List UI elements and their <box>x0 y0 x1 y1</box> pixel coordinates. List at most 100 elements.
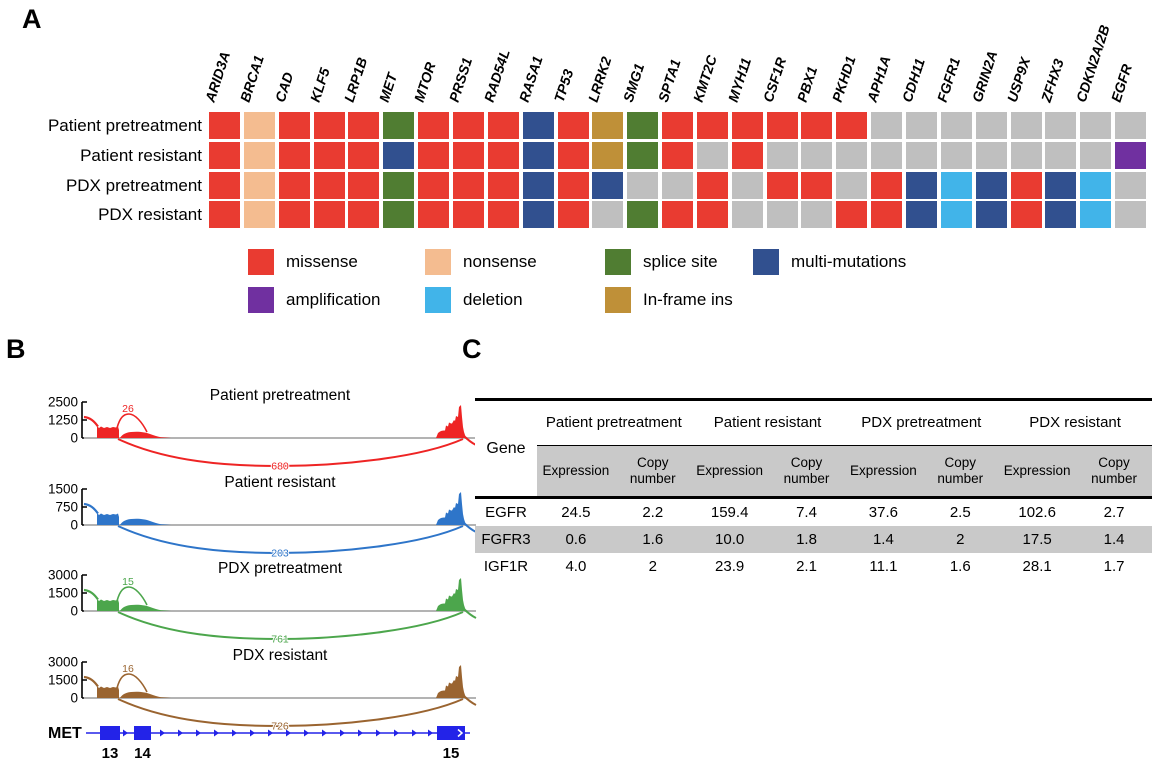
oncoprint-cell <box>348 172 379 199</box>
oncoprint-cell <box>732 112 763 139</box>
oncoprint-cell <box>1115 142 1146 169</box>
gene-column-label: PRSS1 <box>445 55 476 104</box>
oncoprint-cell <box>627 112 658 139</box>
strand-arrow-icon <box>196 729 201 737</box>
gene-column-label: CDH11 <box>898 56 928 104</box>
oncoprint-cell <box>383 201 414 228</box>
gene-column-label: MTOR <box>410 60 439 104</box>
oncoprint-cell <box>941 112 972 139</box>
oncoprint-cell <box>209 172 240 199</box>
oncoprint-cell <box>244 112 275 139</box>
sashimi-plot: 1500 750 0 Patient resistant 203 <box>48 474 477 561</box>
oncoprint-cell <box>1045 201 1076 228</box>
oncoprint-cell <box>976 172 1007 199</box>
panel-b-label: B <box>6 334 26 364</box>
oncoprint-row-label: Patient pretreatment <box>47 116 202 135</box>
value-cell: 1.8 <box>768 526 845 553</box>
legend-label: deletion <box>463 290 523 309</box>
legend-label: In-frame ins <box>643 290 733 309</box>
panel-a-label: A <box>22 4 42 34</box>
oncoprint-cell <box>558 142 589 169</box>
gene-column-label: PBX1 <box>793 64 821 104</box>
exon-box <box>134 726 151 740</box>
gene-column-label: SPTA1 <box>654 57 684 104</box>
expression-subheader: Expression <box>998 445 1077 499</box>
exon14-coverage <box>120 691 171 698</box>
oncoprint-cell <box>209 142 240 169</box>
oncoprint-cell <box>592 112 623 139</box>
oncoprint-cell <box>941 201 972 228</box>
junction-count-bottom: 203 <box>271 548 289 560</box>
oncoprint-cell <box>801 142 832 169</box>
value-cell: 2.1 <box>796 558 817 575</box>
gene-column-label: LRP1B <box>340 55 371 104</box>
exon15-coverage <box>436 405 466 438</box>
legend-label: missense <box>286 252 358 271</box>
y-tick-label: 0 <box>70 604 78 619</box>
oncoprint-cell <box>801 201 832 228</box>
oncoprint-cell <box>767 142 798 169</box>
junction-count-bottom: 761 <box>271 634 289 646</box>
oncoprint-cell <box>1080 112 1111 139</box>
right-tail-line <box>463 522 477 533</box>
gene-column-label: MET <box>375 70 401 104</box>
strand-arrow-icon <box>412 729 417 737</box>
gene-column-label: USP9X <box>1003 55 1034 104</box>
oncoprint-cell <box>523 142 554 169</box>
gene-column-label: MYH11 <box>724 55 755 104</box>
oncoprint-cell <box>697 112 728 139</box>
value-cell: 0.6 <box>536 526 615 553</box>
gene-column-label: APH1A <box>863 53 894 104</box>
exon13-coverage <box>97 686 119 698</box>
gene-track: MET 13 14 15 <box>48 725 470 760</box>
oncoprint-cell <box>592 201 623 228</box>
strand-arrow-icon <box>214 729 219 737</box>
oncoprint-cell <box>592 142 623 169</box>
oncoprint-cell <box>1080 142 1111 169</box>
exon13-coverage <box>97 426 119 438</box>
oncoprint-cell <box>1045 142 1076 169</box>
table-data-row: EGFR 24.5 2.2 159.4 7.4 37.6 2.5 102.6 2.7 <box>475 498 1152 527</box>
oncoprint-cell <box>418 142 449 169</box>
strand-arrow-icon <box>322 729 327 737</box>
gene-column-label: EGFR <box>1107 62 1136 104</box>
junction-arc-bottom <box>117 698 464 728</box>
y-axis-bracket <box>81 488 87 526</box>
value-cell: 1.6 <box>614 526 691 553</box>
copy-number-subheader: Copy number <box>614 445 691 499</box>
oncoprint-cell <box>871 112 902 139</box>
y-tick-label: 1500 <box>48 673 78 688</box>
oncoprint-row-label: PDX resistant <box>98 205 202 224</box>
exon14-coverage <box>120 604 171 611</box>
expression-subheader: Expression <box>690 445 769 499</box>
oncoprint-cell <box>697 201 728 228</box>
y-tick-label: 3000 <box>48 655 78 670</box>
gene-column-label: CDKN2A/2B <box>1072 22 1113 104</box>
entry-line <box>83 415 99 428</box>
oncoprint-cell <box>523 112 554 139</box>
table-header-group-row: Gene Patient pretreatment Patient resistan… <box>475 399 1152 499</box>
junction-arc-top <box>116 586 148 606</box>
strand-arrow-icon <box>268 729 273 737</box>
junction-count-top: 16 <box>122 663 134 675</box>
gene-column-label: RASA1 <box>515 53 546 104</box>
expression-subheader: Expression <box>844 445 923 499</box>
copy-number-subheader: Copy number <box>922 445 999 499</box>
panel-c-label: C <box>462 334 482 364</box>
oncoprint-cell <box>767 172 798 199</box>
oncoprint-cell <box>279 172 310 199</box>
exon-number-label: 13 <box>102 745 119 760</box>
junction-count-top: 26 <box>122 403 134 415</box>
oncoprint-cell <box>906 142 937 169</box>
legend-swatch <box>605 287 631 313</box>
value-cell: 102.6 <box>1018 504 1056 521</box>
table-subheader-row: Expression Copy number Expression Copy numb… <box>475 445 1152 499</box>
oncoprint-cell <box>732 142 763 169</box>
value-cell: 2.7 <box>1103 504 1125 521</box>
exon15-coverage <box>436 492 466 525</box>
value-cell: 17.5 <box>998 526 1077 553</box>
oncoprint-cell <box>244 142 275 169</box>
oncoprint-cell <box>1011 112 1042 139</box>
oncoprint-cell <box>314 142 345 169</box>
